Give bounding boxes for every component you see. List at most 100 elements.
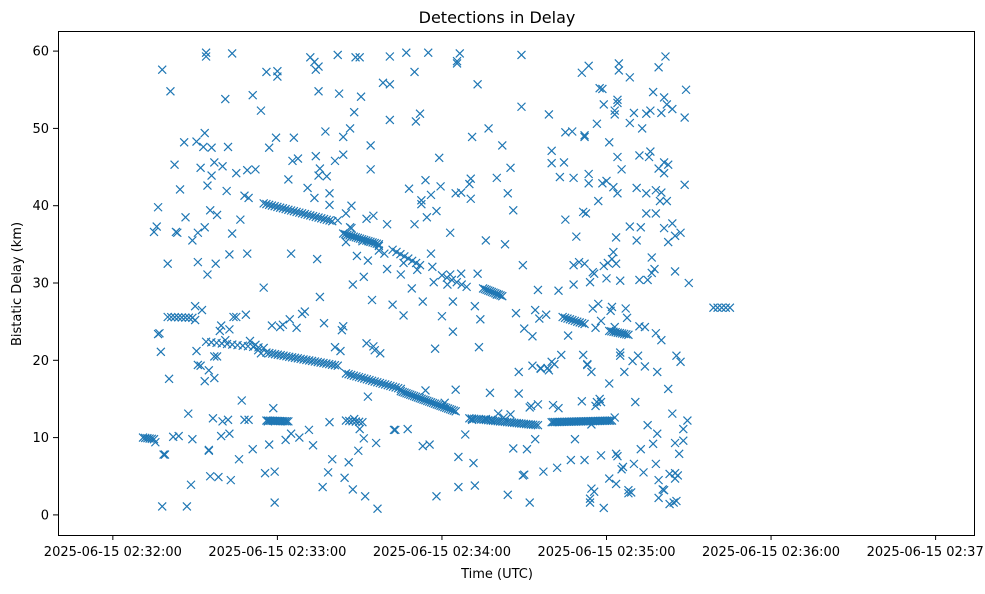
data-point — [528, 361, 537, 371]
data-point — [382, 264, 392, 274]
chart-title: Detections in Delay — [419, 8, 576, 27]
data-point — [159, 450, 169, 460]
data-point — [380, 380, 390, 389]
data-point — [383, 380, 393, 390]
data-point — [669, 498, 679, 507]
data-point — [322, 171, 332, 181]
data-point — [566, 455, 576, 465]
data-point — [531, 420, 541, 430]
data-point — [682, 416, 692, 426]
data-point — [244, 193, 254, 203]
data-point — [423, 48, 433, 58]
data-point — [421, 175, 430, 185]
data-point — [181, 212, 190, 222]
data-point — [652, 429, 662, 439]
data-point — [565, 314, 575, 324]
data-point — [539, 467, 548, 477]
data-point — [474, 342, 484, 352]
data-point — [599, 503, 609, 513]
data-point — [366, 164, 376, 174]
data-point — [300, 209, 310, 219]
data-point — [362, 374, 372, 384]
y-tick-label: 0 — [41, 508, 49, 523]
data-point — [452, 277, 462, 287]
data-point — [547, 146, 557, 156]
data-point — [163, 259, 173, 269]
data-point — [648, 439, 658, 449]
data-point — [275, 203, 285, 213]
data-point — [517, 102, 526, 112]
data-point — [267, 201, 277, 210]
data-point — [362, 338, 371, 348]
data-point — [166, 86, 175, 96]
data-point — [286, 206, 296, 215]
x-tick-label: 2025-06-15 02:35:00 — [537, 545, 675, 560]
data-point — [338, 132, 348, 142]
data-point — [205, 205, 215, 215]
data-point — [227, 48, 237, 58]
data-point — [717, 303, 727, 313]
data-point — [388, 382, 398, 392]
data-point — [661, 52, 670, 61]
data-point — [449, 406, 459, 416]
data-point — [297, 208, 307, 218]
data-point — [166, 312, 176, 322]
data-point — [580, 259, 589, 269]
data-point — [223, 415, 233, 425]
data-point — [678, 424, 688, 434]
data-point — [437, 270, 447, 280]
data-point — [183, 409, 193, 419]
data-point — [492, 173, 502, 183]
data-point — [555, 172, 565, 182]
data-point — [285, 314, 295, 324]
data-point — [611, 479, 621, 489]
data-point — [597, 84, 607, 94]
data-point — [451, 406, 461, 416]
data-point — [470, 481, 480, 490]
data-point — [174, 431, 184, 441]
data-point — [281, 204, 291, 214]
data-point — [362, 214, 371, 224]
data-point — [644, 152, 654, 162]
data-point — [200, 222, 210, 232]
data-point — [308, 211, 318, 221]
data-point — [149, 227, 159, 237]
data-point — [311, 212, 321, 222]
data-point — [670, 231, 680, 241]
data-point — [240, 415, 249, 425]
data-point — [193, 257, 203, 267]
data-point — [153, 202, 163, 212]
data-point — [604, 137, 614, 147]
x-axis-label: Time (UTC) — [460, 567, 533, 582]
data-point — [466, 194, 476, 204]
data-point — [367, 376, 377, 386]
data-point — [632, 236, 642, 245]
data-point — [372, 239, 382, 249]
data-point — [650, 264, 659, 274]
data-point — [457, 280, 467, 289]
data-point — [349, 371, 359, 381]
data-point — [558, 312, 568, 322]
data-point — [322, 215, 332, 225]
data-point — [647, 268, 657, 278]
data-point — [577, 68, 587, 78]
data-point — [673, 471, 683, 480]
y-tick-label: 50 — [32, 122, 49, 137]
data-point — [656, 188, 666, 197]
data-point — [231, 312, 241, 322]
y-axis-label: Bistatic Delay (km) — [10, 222, 25, 346]
data-point — [591, 323, 600, 333]
data-point — [208, 413, 218, 423]
data-point — [625, 222, 635, 231]
data-point — [147, 434, 157, 444]
data-point — [294, 433, 304, 443]
data-point — [569, 280, 579, 289]
data-point — [641, 188, 651, 198]
y-tick-label: 30 — [32, 277, 49, 292]
data-point — [404, 184, 414, 194]
data-point — [608, 182, 618, 192]
data-point — [359, 433, 369, 443]
data-point — [415, 109, 425, 119]
data-point — [452, 56, 462, 66]
data-point — [378, 379, 387, 389]
